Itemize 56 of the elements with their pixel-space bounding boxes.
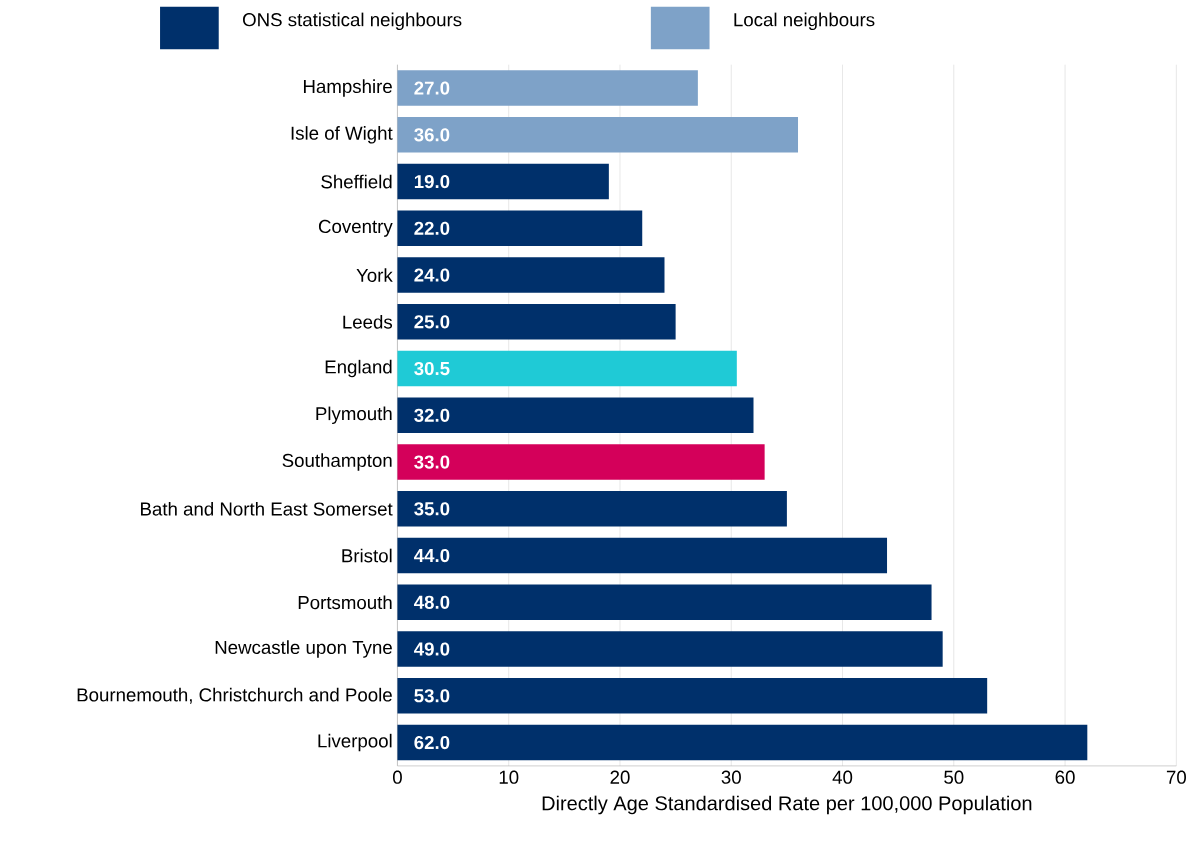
y-tick-label: Isle of Wight [291, 126, 393, 144]
bar [397, 631, 943, 667]
data-label: 35.0 [414, 502, 450, 516]
x-tick-label: 10 [499, 770, 519, 784]
data-label: 33.0 [414, 455, 450, 469]
y-tick-label: Portsmouth [298, 595, 392, 610]
data-label: 48.0 [414, 595, 450, 609]
data-label: 30.5 [414, 361, 450, 376]
y-tick-label: Coventry [318, 219, 393, 237]
y-tick-label: Bournemouth, Christchurch and Poole [77, 687, 392, 704]
bar [397, 304, 676, 340]
legend-label: Local neighbours [734, 12, 875, 31]
bar [397, 724, 1088, 761]
y-tick-label: England [325, 359, 392, 378]
x-tick-label: 0 [392, 770, 402, 784]
y-tick-label: Sheffield [321, 174, 392, 189]
data-label: 44.0 [414, 548, 450, 563]
x-tick-label: 50 [944, 770, 964, 784]
y-tick-label: Plymouth [316, 406, 392, 425]
y-tick-label: Hampshire [303, 79, 392, 97]
bar [397, 584, 932, 621]
data-label: 24.0 [414, 268, 450, 282]
data-label: 25.0 [414, 315, 450, 329]
bar [397, 163, 609, 200]
bar [397, 117, 799, 153]
data-label: 62.0 [414, 735, 450, 750]
data-label: 36.0 [414, 128, 450, 142]
bar [397, 491, 787, 527]
y-tick-label: Southampton [282, 453, 392, 471]
y-tick-label: Bristol [342, 548, 392, 563]
x-tick-label: 30 [721, 770, 741, 784]
data-label: 49.0 [414, 642, 450, 656]
x-tick-label: 60 [1055, 770, 1075, 784]
x-axis-title: Directly Age Standardised Rate per 100,000 Population [542, 795, 1032, 815]
bar [397, 257, 665, 293]
bar [397, 350, 737, 387]
legend-label: ONS statistical neighbours [242, 12, 462, 31]
bar [397, 444, 765, 480]
x-tick-label: 20 [610, 770, 630, 784]
x-tick-label: 40 [832, 770, 853, 784]
data-label: 22.0 [414, 221, 450, 235]
y-tick-label: Newcastle upon Tyne [215, 640, 392, 658]
data-label: 32.0 [414, 408, 450, 422]
data-label: 19.0 [414, 174, 450, 189]
bar [397, 70, 698, 106]
data-label: 27.0 [414, 81, 450, 95]
y-tick-label: Bath and North East Somerset [141, 501, 393, 516]
bar [397, 537, 888, 574]
bar [397, 210, 643, 247]
data-label: 53.0 [414, 689, 450, 703]
x-tick-label: 70 [1166, 770, 1186, 784]
y-tick-label: Liverpool [318, 733, 392, 752]
y-tick-label: Leeds [343, 314, 393, 329]
bar [397, 397, 754, 434]
bar [397, 678, 988, 714]
y-tick-label: York [356, 268, 393, 282]
